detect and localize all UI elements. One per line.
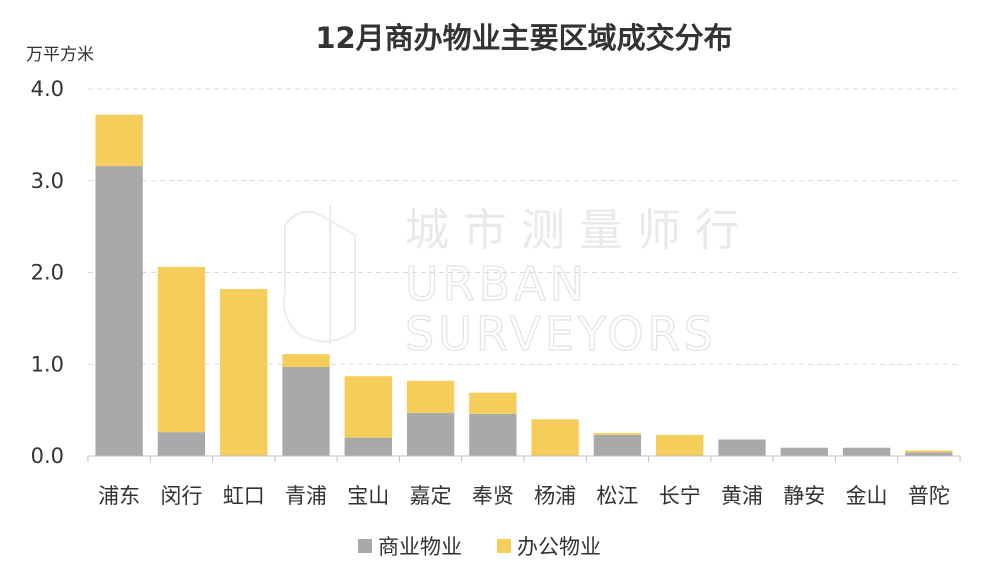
bar-segment-commercial (718, 439, 766, 456)
x-tick-label: 杨浦 (534, 484, 576, 508)
bar-segment-commercial (842, 447, 891, 456)
bar-segment-commercial (593, 434, 642, 456)
x-tick-label: 黄浦 (721, 484, 763, 508)
legend-label: 办公物业 (517, 535, 601, 559)
y-tick-label: 3.0 (31, 169, 64, 193)
x-tick-label: 青浦 (285, 484, 327, 508)
bar-segment-commercial (406, 412, 455, 456)
y-axis-unit-label: 万平方米 (26, 45, 94, 65)
legend-label: 商业物业 (378, 535, 462, 559)
x-tick-label: 虹口 (223, 484, 265, 508)
x-tick-label: 长宁 (659, 484, 701, 508)
legend: 商业物业 办公物业 (358, 535, 601, 559)
bar-segment-commercial (95, 166, 143, 456)
x-tick-label: 金山 (846, 484, 888, 508)
y-axis-ticks: 0.0 1.0 2.0 3.0 4.0 (31, 77, 64, 468)
bar-segment-office (282, 354, 330, 368)
chart-title: 12月商办物业主要区域成交分布 (315, 21, 732, 55)
legend-swatch (358, 539, 372, 553)
y-tick-label: 2.0 (31, 261, 64, 285)
bar-segment-office (344, 376, 392, 438)
watermark-en-line1: URBAN (405, 257, 588, 311)
y-tick-label: 1.0 (31, 352, 64, 376)
bar-segment-office (95, 114, 143, 167)
bar-segment-commercial (157, 432, 206, 456)
bars-group (95, 114, 953, 456)
watermark-logo: 城市测量师行 URBAN SURVEYORS (283, 205, 753, 362)
bar-segment-commercial (780, 447, 828, 456)
watermark-emblem (283, 210, 356, 343)
watermark-cn: 城市测量师行 (405, 205, 753, 256)
x-tick-label: 静安 (783, 484, 825, 508)
y-tick-label: 0.0 (31, 444, 64, 468)
x-tick-label: 嘉定 (410, 484, 452, 508)
legend-swatch (497, 539, 511, 553)
y-tick-label: 4.0 (31, 77, 64, 101)
x-tick-label: 普陀 (908, 484, 950, 508)
bar-segment-office (220, 289, 268, 456)
bar-segment-commercial (344, 437, 392, 456)
bar-segment-office (656, 434, 704, 456)
watermark-en-line2: SURVEYORS (405, 307, 717, 361)
bar-segment-commercial (282, 367, 330, 456)
bar-segment-office (406, 380, 455, 413)
x-tick-label: 浦东 (98, 484, 140, 508)
bar-segment-office (469, 392, 517, 414)
x-axis: 浦东 闵行 虹口 青浦 宝山 嘉定 奉贤 杨浦 松江 长宁 黄浦 静安 金山 普陀 (87, 455, 961, 508)
bar-segment-commercial (905, 452, 953, 456)
x-tick-label: 闵行 (160, 484, 202, 508)
x-tick-label: 奉贤 (472, 484, 514, 508)
bar-segment-office (157, 266, 206, 433)
x-tick-label: 宝山 (347, 484, 389, 508)
bar-segment-office (905, 450, 953, 453)
bar-segment-office (593, 433, 642, 435)
bar-segment-office (531, 419, 579, 456)
x-tick-label: 松江 (596, 484, 638, 508)
bar-segment-commercial (469, 413, 517, 456)
